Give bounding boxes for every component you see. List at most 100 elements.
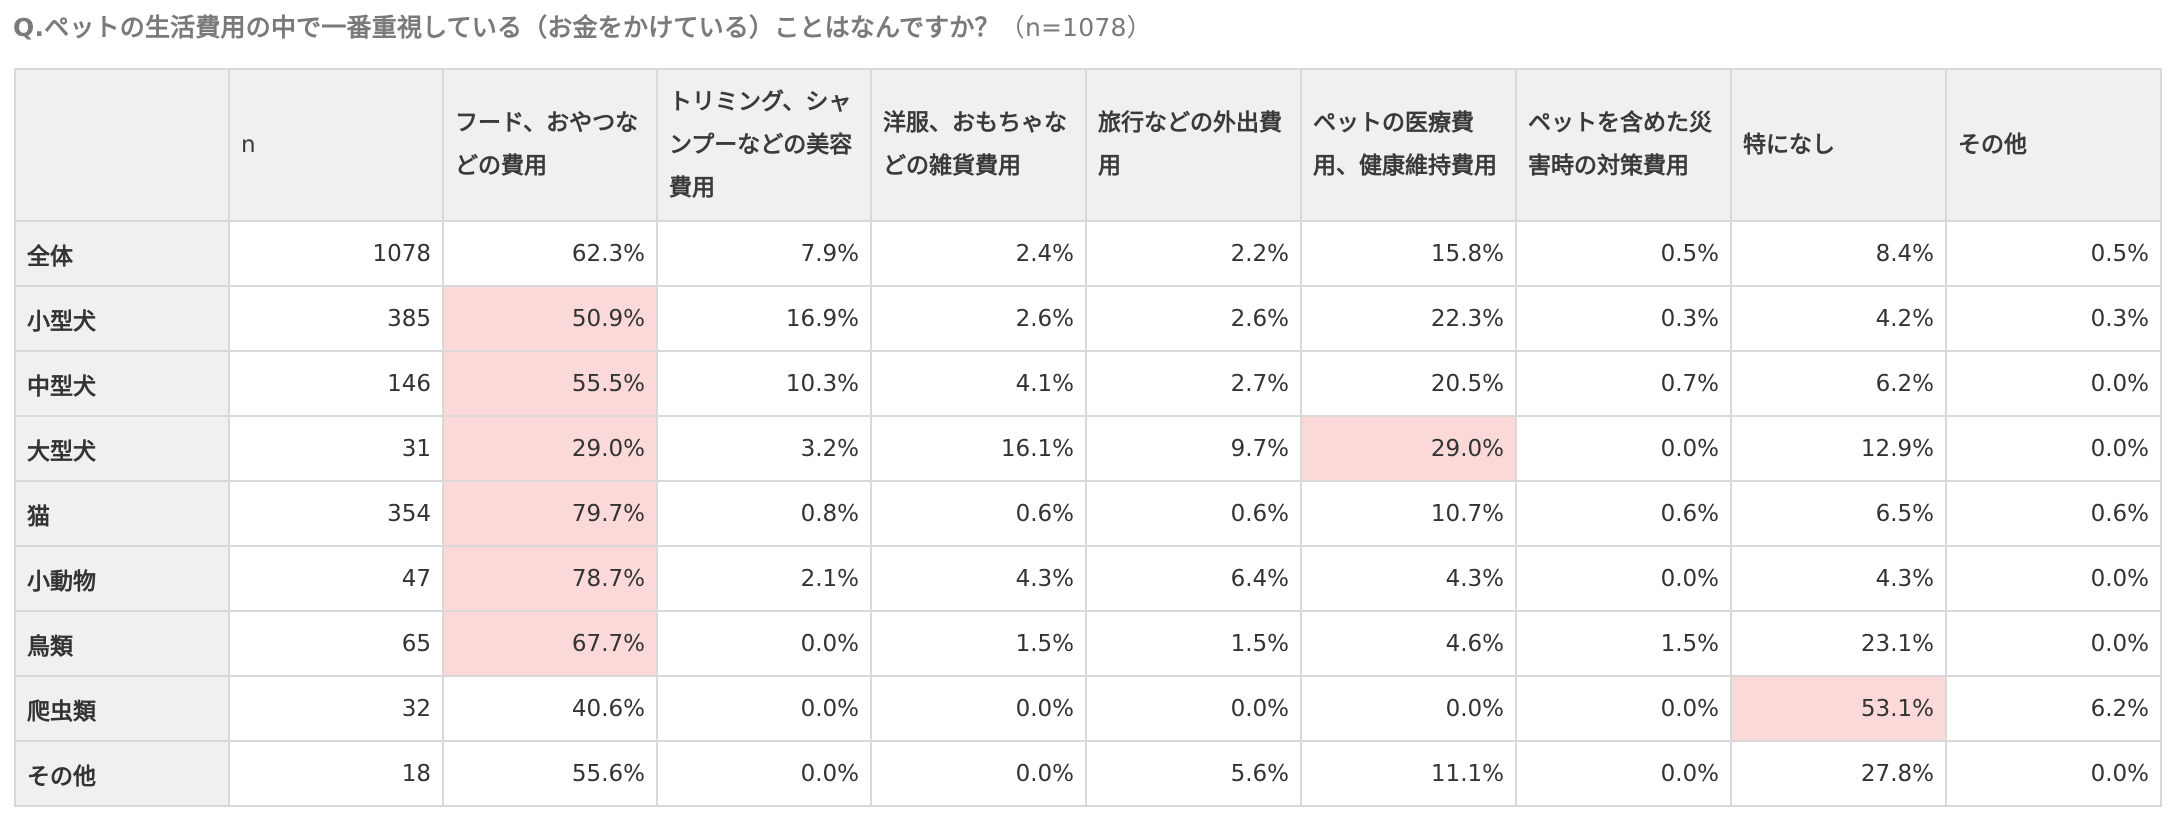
- table-cell-percent: 0.0%: [1945, 350, 2162, 417]
- header-food: フード、おやつなどの費用: [442, 68, 658, 222]
- table-cell-percent: 2.1%: [656, 545, 872, 612]
- table-cell-percent: 1.5%: [1515, 610, 1732, 677]
- table-cell-percent: 6.2%: [1730, 350, 1947, 417]
- table-row: 猫 354 79.7% 0.8% 0.6% 0.6% 10.7% 0.6% 6.5% 0.6%: [14, 480, 2162, 547]
- table-cell-percent: 78.7%: [442, 545, 658, 612]
- table-cell-percent: 67.7%: [442, 610, 658, 677]
- table-cell-percent: 4.3%: [1300, 545, 1517, 612]
- row-label: その他: [14, 740, 230, 807]
- table-cell-n: 31: [228, 415, 444, 482]
- table-cell-percent: 53.1%: [1730, 675, 1947, 742]
- table-cell-percent: 0.0%: [656, 610, 872, 677]
- table-cell-percent: 4.2%: [1730, 285, 1947, 352]
- table-cell-percent: 3.2%: [656, 415, 872, 482]
- table-cell-percent: 4.1%: [870, 350, 1087, 417]
- table-cell-percent: 4.3%: [1730, 545, 1947, 612]
- header-corner: [14, 68, 230, 222]
- header-goods: 洋服、おもちゃなどの雑貨費用: [870, 68, 1087, 222]
- row-label: 全体: [14, 220, 230, 287]
- table-cell-percent: 50.9%: [442, 285, 658, 352]
- header-none: 特になし: [1730, 68, 1947, 222]
- table-cell-percent: 0.0%: [1945, 545, 2162, 612]
- table-cell-percent: 40.6%: [442, 675, 658, 742]
- table-cell-percent: 4.3%: [870, 545, 1087, 612]
- table-cell-n: 32: [228, 675, 444, 742]
- table-row: 鳥類 65 67.7% 0.0% 1.5% 1.5% 4.6% 1.5% 23.1% 0.0%: [14, 610, 2162, 677]
- table-cell-n: 47: [228, 545, 444, 612]
- table-cell-percent: 0.3%: [1945, 285, 2162, 352]
- table-cell-percent: 2.6%: [1085, 285, 1302, 352]
- table-row: 全体 1078 62.3% 7.9% 2.4% 2.2% 15.8% 0.5% 8.4% 0.5%: [14, 220, 2162, 287]
- table-cell-percent: 0.6%: [1085, 480, 1302, 547]
- table-cell-percent: 0.0%: [1085, 675, 1302, 742]
- table-cell-percent: 79.7%: [442, 480, 658, 547]
- table-cell-percent: 1.5%: [870, 610, 1087, 677]
- table-cell-percent: 0.0%: [1945, 610, 2162, 677]
- table-cell-percent: 16.1%: [870, 415, 1087, 482]
- table-cell-percent: 55.5%: [442, 350, 658, 417]
- table-cell-percent: 1.5%: [1085, 610, 1302, 677]
- table-cell-percent: 0.0%: [1945, 740, 2162, 807]
- header-disaster: ペットを含めた災害時の対策費用: [1515, 68, 1732, 222]
- table-cell-percent: 0.6%: [1515, 480, 1732, 547]
- row-label: 小型犬: [14, 285, 230, 352]
- table-cell-n: 146: [228, 350, 444, 417]
- table-row: 大型犬 31 29.0% 3.2% 16.1% 9.7% 29.0% 0.0% 12.9% 0.0…: [14, 415, 2162, 482]
- table-cell-percent: 22.3%: [1300, 285, 1517, 352]
- table-cell-percent: 16.9%: [656, 285, 872, 352]
- table-cell-percent: 0.0%: [1515, 415, 1732, 482]
- header-medical: ペットの医療費用、健康維持費用: [1300, 68, 1517, 222]
- table-cell-percent: 0.6%: [1945, 480, 2162, 547]
- table-cell-percent: 55.6%: [442, 740, 658, 807]
- row-label: 中型犬: [14, 350, 230, 417]
- table-cell-percent: 27.8%: [1730, 740, 1947, 807]
- table-cell-percent: 20.5%: [1300, 350, 1517, 417]
- table-cell-percent: 7.9%: [656, 220, 872, 287]
- row-label: 大型犬: [14, 415, 230, 482]
- table-cell-percent: 11.1%: [1300, 740, 1517, 807]
- table-cell-percent: 29.0%: [1300, 415, 1517, 482]
- row-label: 猫: [14, 480, 230, 547]
- table-cell-percent: 0.0%: [870, 740, 1087, 807]
- table-cell-percent: 0.0%: [656, 740, 872, 807]
- table-cell-percent: 15.8%: [1300, 220, 1517, 287]
- table-cell-percent: 6.5%: [1730, 480, 1947, 547]
- table-cell-percent: 23.1%: [1730, 610, 1947, 677]
- table-cell-percent: 0.6%: [870, 480, 1087, 547]
- results-table: n フード、おやつなどの費用 トリミング、シャンプーなどの美容費用 洋服、おもち…: [14, 68, 2162, 807]
- question-text: Q.ペットの生活費用の中で一番重視している（お金をかけている）ことはなんですか？: [13, 13, 1000, 42]
- row-label: 爬虫類: [14, 675, 230, 742]
- header-n: n: [228, 68, 444, 222]
- table-cell-percent: 2.2%: [1085, 220, 1302, 287]
- table-cell-percent: 0.0%: [1945, 415, 2162, 482]
- table-cell-n: 354: [228, 480, 444, 547]
- table-cell-percent: 10.3%: [656, 350, 872, 417]
- header-other: その他: [1945, 68, 2162, 222]
- table-row: 中型犬 146 55.5% 10.3% 4.1% 2.7% 20.5% 0.7% 6.2% 0.0…: [14, 350, 2162, 417]
- table-cell-percent: 0.7%: [1515, 350, 1732, 417]
- table-cell-percent: 0.0%: [1515, 740, 1732, 807]
- table-cell-percent: 2.4%: [870, 220, 1087, 287]
- table-cell-percent: 0.5%: [1515, 220, 1732, 287]
- table-cell-n: 65: [228, 610, 444, 677]
- table-row: 小動物 47 78.7% 2.1% 4.3% 6.4% 4.3% 0.0% 4.3% 0.0%: [14, 545, 2162, 612]
- table-row: その他 18 55.6% 0.0% 0.0% 5.6% 11.1% 0.0% 27.8% 0.0%: [14, 740, 2162, 807]
- question-title: Q.ペットの生活費用の中で一番重視している（お金をかけている）ことはなんですか？…: [13, 8, 1152, 48]
- table-cell-percent: 12.9%: [1730, 415, 1947, 482]
- table-cell-percent: 6.2%: [1945, 675, 2162, 742]
- question-sample-size: （n=1078）: [999, 13, 1152, 42]
- table-row: 小型犬 385 50.9% 16.9% 2.6% 2.6% 22.3% 0.3% 4.2% 0.3…: [14, 285, 2162, 352]
- table-row: 爬虫類 32 40.6% 0.0% 0.0% 0.0% 0.0% 0.0% 53.1% 6.2%: [14, 675, 2162, 742]
- table-cell-percent: 0.0%: [656, 675, 872, 742]
- header-grooming: トリミング、シャンプーなどの美容費用: [656, 68, 872, 222]
- row-label: 小動物: [14, 545, 230, 612]
- table-cell-percent: 0.0%: [870, 675, 1087, 742]
- header-travel: 旅行などの外出費用: [1085, 68, 1302, 222]
- table-cell-percent: 5.6%: [1085, 740, 1302, 807]
- table-cell-percent: 9.7%: [1085, 415, 1302, 482]
- table-cell-percent: 8.4%: [1730, 220, 1947, 287]
- row-label: 鳥類: [14, 610, 230, 677]
- table-cell-percent: 29.0%: [442, 415, 658, 482]
- table-cell-percent: 0.0%: [1515, 545, 1732, 612]
- table-cell-percent: 0.0%: [1515, 675, 1732, 742]
